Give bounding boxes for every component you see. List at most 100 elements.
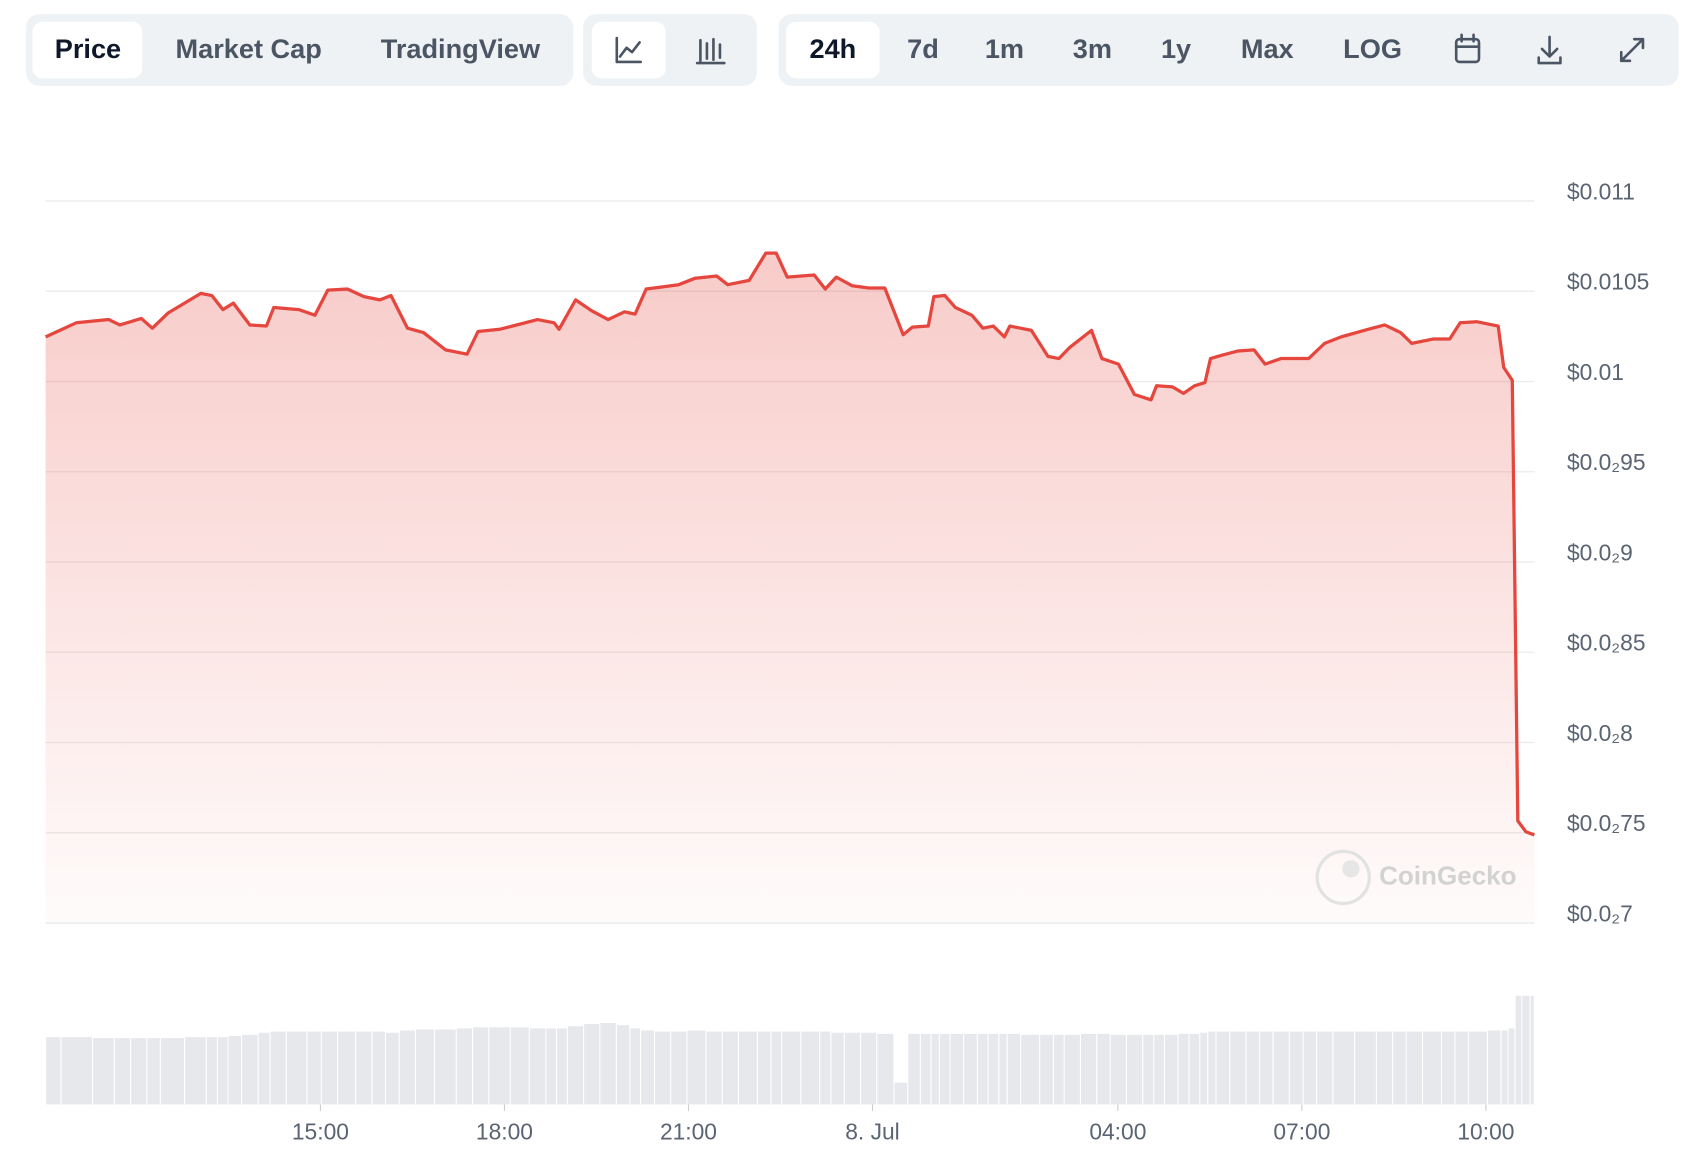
calendar-icon[interactable] (1454, 33, 1481, 64)
volume-bar (630, 1028, 641, 1105)
watermark-text: CoinGecko (1379, 860, 1517, 890)
volume-bar (831, 1032, 844, 1105)
y-tick-label: $0.0₂95 (1567, 449, 1646, 475)
volume-bar (567, 1026, 584, 1105)
volume-bar (1376, 1031, 1393, 1105)
volume-bar (1189, 1033, 1200, 1105)
candle-icon[interactable] (695, 37, 726, 65)
volume-bar (473, 1027, 489, 1105)
tab-button[interactable]: Price (55, 33, 121, 64)
volume-bar (557, 1028, 567, 1105)
volume-bar (435, 1029, 456, 1105)
volume-bar (1126, 1034, 1143, 1105)
volume-bar (489, 1027, 510, 1105)
range-group (778, 14, 1679, 86)
volume-bar (1455, 1031, 1468, 1105)
volume-bar (600, 1022, 616, 1105)
volume-bar (1393, 1031, 1406, 1105)
volume-bar (1110, 1034, 1126, 1105)
range-button[interactable]: Max (1241, 33, 1294, 64)
volume-bar (999, 1033, 1007, 1105)
area-fill (45, 253, 1535, 924)
volume-bar (1216, 1031, 1230, 1105)
volume-bar (877, 1033, 894, 1105)
volume-bar (964, 1033, 977, 1105)
volume-bar (1487, 1030, 1501, 1105)
volume-bar (1064, 1034, 1080, 1105)
volume-bar (1317, 1031, 1333, 1105)
volume-bar (416, 1029, 434, 1105)
volume-bar (616, 1025, 630, 1105)
volume-bar (338, 1031, 356, 1105)
line-chart-icon[interactable] (615, 36, 642, 64)
volume-bar (1260, 1031, 1273, 1105)
range-button[interactable]: 7d (907, 33, 939, 64)
volume-bar (988, 1033, 999, 1105)
volume-bar (1422, 1031, 1441, 1105)
y-tick-label: $0.0₂7 (1567, 900, 1633, 926)
y-tick-label: $0.011 (1567, 178, 1635, 204)
range-button[interactable]: 3m (1073, 33, 1112, 64)
volume-bar (1200, 1032, 1208, 1105)
range-button[interactable]: 24h (810, 33, 857, 64)
volume-bar (801, 1031, 820, 1105)
y-tick-label: $0.0105 (1567, 269, 1649, 295)
volume-bar (1053, 1034, 1064, 1105)
active-range-bg (786, 21, 880, 79)
y-tick-label: $0.0₂75 (1567, 810, 1646, 836)
y-tick-label: $0.0₂9 (1567, 539, 1633, 565)
volume-bar (1501, 1030, 1508, 1105)
volume-bar (584, 1024, 600, 1105)
volume-bar (844, 1032, 860, 1105)
range-button[interactable]: 1y (1161, 33, 1191, 64)
volume-bar (356, 1031, 372, 1105)
volume-bar (546, 1028, 557, 1105)
volume-bar (908, 1033, 920, 1105)
volume-bar (1246, 1031, 1260, 1105)
volume-bar (977, 1033, 988, 1105)
volume-bar (1007, 1033, 1021, 1105)
volume-bar (228, 1035, 242, 1105)
volume-bar (1230, 1031, 1246, 1105)
x-tick-label: 18:00 (476, 1119, 533, 1145)
tab-button[interactable]: TradingView (381, 33, 541, 64)
volume-bar (939, 1033, 950, 1105)
volume-bar (1097, 1033, 1110, 1105)
range-button[interactable]: LOG (1343, 33, 1402, 64)
volume-bar (510, 1027, 529, 1105)
volume-bar (771, 1031, 782, 1105)
volume-bar (529, 1028, 546, 1105)
volume-bar (1508, 1028, 1515, 1105)
volume-bar (242, 1034, 258, 1105)
volume-bar (1165, 1034, 1178, 1105)
volume-bar (920, 1033, 931, 1105)
volume-bar (372, 1031, 385, 1105)
download-icon[interactable] (1537, 35, 1562, 65)
x-tick-label: 21:00 (660, 1119, 717, 1145)
volume-bar (1273, 1031, 1289, 1105)
volume-bar (722, 1031, 738, 1105)
volume-bar (1468, 1031, 1487, 1105)
volume-bar (385, 1032, 399, 1105)
fullscreen-icon[interactable] (1619, 37, 1645, 63)
volume-bar (782, 1031, 801, 1105)
price-line (44, 251, 1535, 837)
volume-bar (321, 1031, 338, 1105)
volume-bar (1080, 1033, 1097, 1105)
volume-bar (399, 1030, 415, 1105)
volume-bar (1178, 1033, 1189, 1105)
volume-bar (739, 1031, 757, 1105)
volume-bar (894, 1082, 908, 1105)
y-tick-label: $0.0₂85 (1567, 630, 1646, 656)
volume-bar (1530, 995, 1534, 1105)
x-tick-label: 8. Jul (845, 1119, 900, 1145)
x-tick-label: 04:00 (1089, 1119, 1146, 1145)
range-button[interactable]: 1m (985, 33, 1024, 64)
volume-bar (1333, 1031, 1355, 1105)
volume-bar (217, 1037, 228, 1105)
volume-bar (147, 1038, 160, 1105)
volume-bar (185, 1037, 206, 1105)
tab-button[interactable]: Market Cap (176, 33, 322, 64)
volume-bar (931, 1033, 939, 1105)
volume-bar (1208, 1031, 1216, 1105)
